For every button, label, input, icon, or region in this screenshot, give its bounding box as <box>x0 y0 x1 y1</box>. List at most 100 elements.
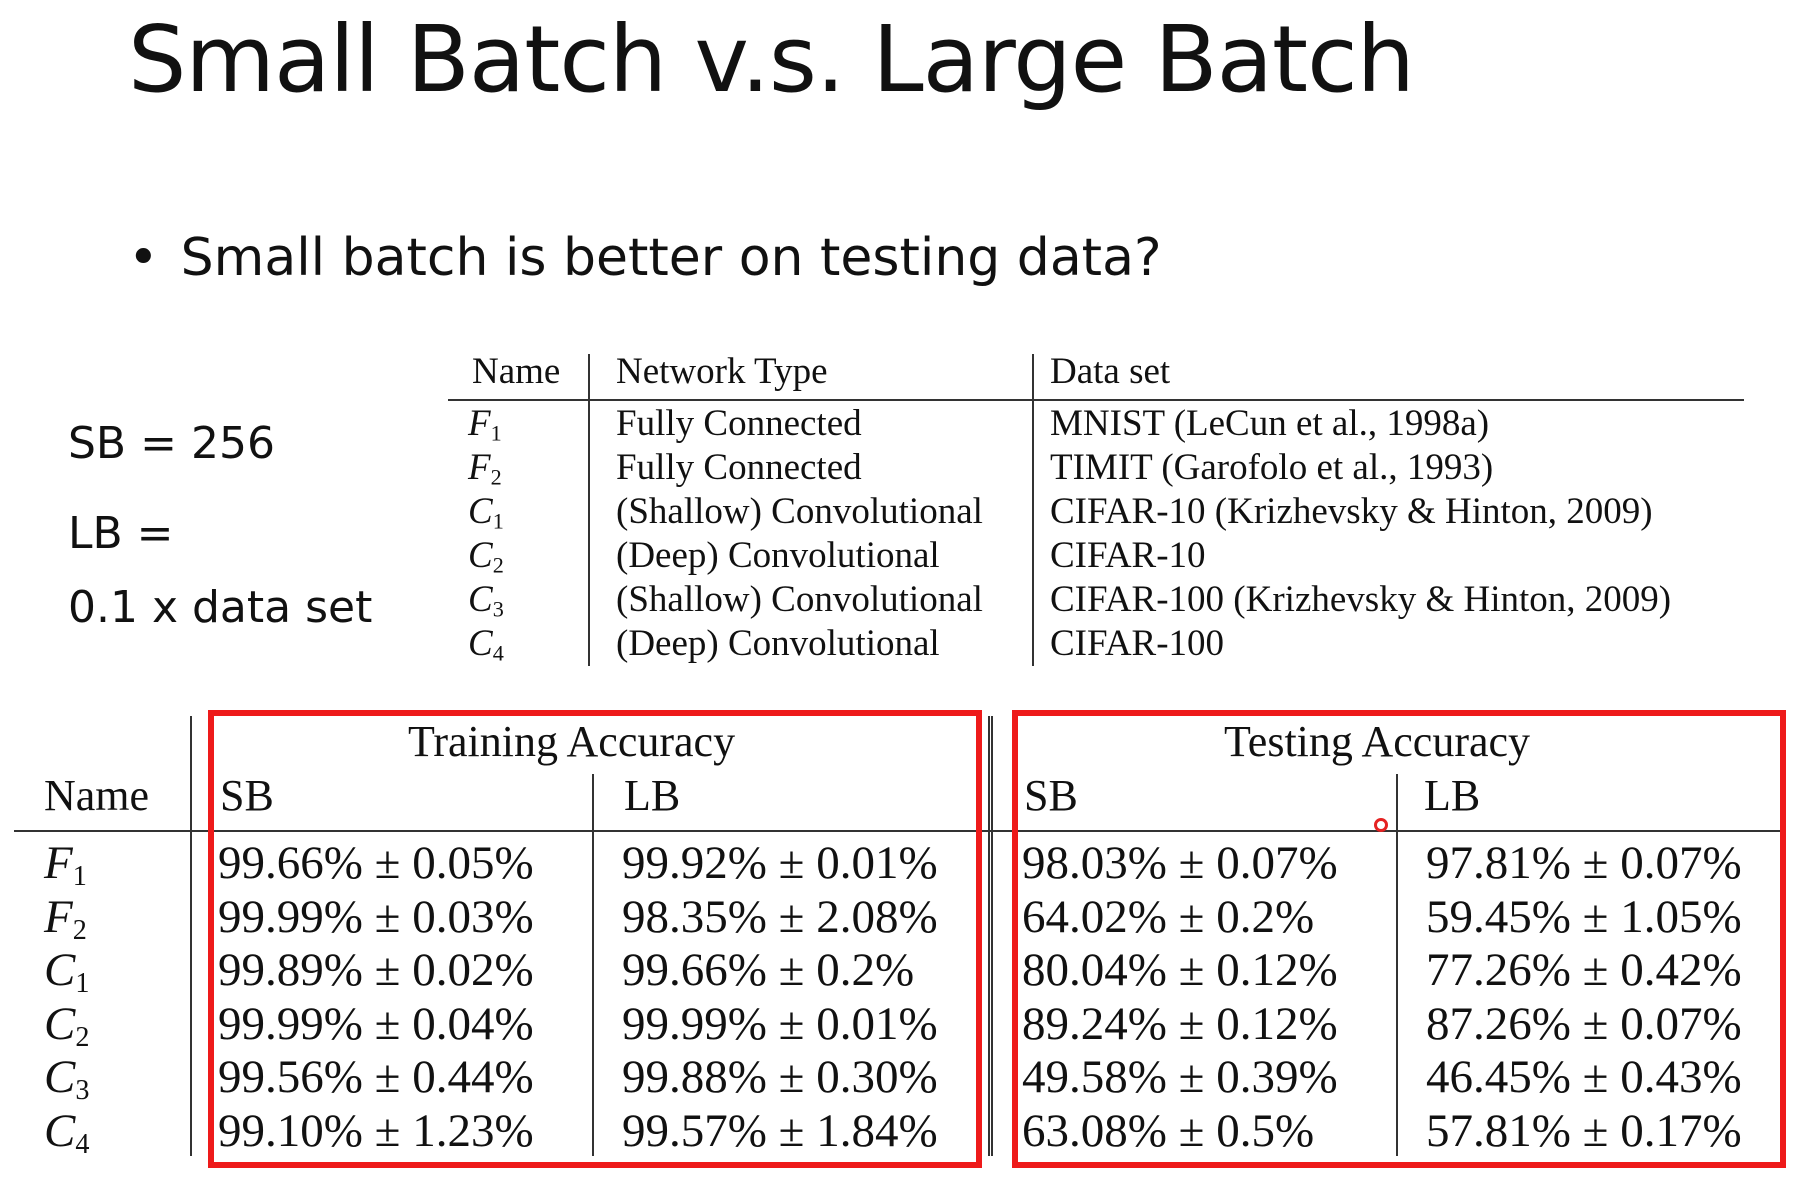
network-name-subscript: 2 <box>490 464 502 490</box>
slide-title: Small Batch v.s. Large Batch <box>128 6 1415 113</box>
sb-definition: SB = 256 <box>68 418 275 469</box>
network-name: C2 <box>468 534 504 579</box>
network-name: F2 <box>468 446 502 491</box>
train-lb-header: LB <box>624 771 681 820</box>
training-accuracy-header: Training Accuracy <box>408 717 736 766</box>
test-sb-value: 89.24% ± 0.12% <box>1022 997 1338 1050</box>
row-name-letter: C <box>44 997 76 1050</box>
row-name-subscript: 1 <box>72 861 87 893</box>
train-lb-value: 99.88% ± 0.30% <box>622 1051 938 1103</box>
network-dataset: MNIST (LeCun et al., 1998a) <box>1050 403 1490 444</box>
test-sb-value: 49.58% ± 0.39% <box>1022 1051 1338 1103</box>
network-name-subscript: 1 <box>492 508 504 534</box>
network-name: F1 <box>468 402 502 447</box>
network-type: (Deep) Convolutional <box>616 623 940 664</box>
column-divider <box>1032 354 1034 666</box>
network-table-row: C1 (Shallow) Convolutional CIFAR-10 (Krizh… <box>448 490 1748 534</box>
train-sb-value: 99.10% ± 1.23% <box>218 1104 534 1157</box>
train-lb-value: 99.92% ± 0.01% <box>622 837 938 889</box>
train-sb-header: SB <box>220 771 274 820</box>
accuracy-table-row: C4 99.10% ± 1.23% 99.57% ± 1.84% 63.08% ± 0… <box>14 1104 1794 1161</box>
test-lb-header: LB <box>1424 771 1481 820</box>
row-name: C3 <box>44 1050 89 1107</box>
train-sb-value: 99.99% ± 0.04% <box>218 997 534 1050</box>
network-dataset: CIFAR-100 (Krizhevsky & Hinton, 2009) <box>1050 579 1672 620</box>
lb-definition-line2: 0.1 x data set <box>68 582 373 633</box>
network-type: (Shallow) Convolutional <box>616 579 983 620</box>
train-lb-value: 99.99% ± 0.01% <box>622 997 938 1050</box>
accuracy-table-row: C3 99.56% ± 0.44% 99.88% ± 0.30% 49.58% ± 0… <box>14 1050 1794 1107</box>
network-table-header: Name Network Type Data set <box>448 350 1748 394</box>
training-highlight-box <box>208 710 982 1168</box>
test-lb-value: 77.26% ± 0.42% <box>1426 944 1742 996</box>
network-name-letter: F <box>468 447 491 488</box>
train-sb-value: 99.66% ± 0.05% <box>218 837 534 889</box>
train-lb-value: 98.35% ± 2.08% <box>622 890 938 943</box>
network-name: C1 <box>468 490 504 535</box>
train-sb-value: 99.89% ± 0.02% <box>218 944 534 996</box>
header-rule <box>448 399 1744 401</box>
row-name-subscript: 2 <box>72 914 87 946</box>
row-name: F1 <box>44 836 87 893</box>
test-sb-value: 63.08% ± 0.5% <box>1022 1104 1315 1157</box>
row-name-letter: C <box>44 1051 76 1103</box>
row-name-letter: F <box>44 837 73 889</box>
train-sb-value: 99.99% ± 0.03% <box>218 890 534 943</box>
row-name: C2 <box>44 997 89 1054</box>
column-divider <box>592 774 594 1156</box>
network-name-letter: C <box>468 623 493 664</box>
header-rule <box>14 830 1784 832</box>
bullet-text: Small batch is better on testing data? <box>180 228 1162 288</box>
row-name-letter: C <box>44 1104 76 1157</box>
network-table-row: C4 (Deep) Convolutional CIFAR-100 <box>448 622 1748 666</box>
network-dataset: TIMIT (Garofolo et al., 1993) <box>1050 447 1494 488</box>
column-divider <box>588 354 590 666</box>
row-name: C1 <box>44 943 89 1000</box>
network-dataset: CIFAR-100 <box>1050 623 1225 664</box>
accuracy-table-row: C2 99.99% ± 0.04% 99.99% ± 0.01% 89.24% ± 0… <box>14 997 1794 1054</box>
network-name-subscript: 4 <box>492 640 504 666</box>
test-sb-value: 80.04% ± 0.12% <box>1022 944 1338 996</box>
network-name-subscript: 1 <box>490 420 502 446</box>
row-name-subscript: 3 <box>75 1075 90 1107</box>
row-name-subscript: 4 <box>75 1128 90 1160</box>
accuracy-table-row: F2 99.99% ± 0.03% 98.35% ± 2.08% 64.02% ± 0… <box>14 890 1794 947</box>
row-name: C4 <box>44 1104 89 1161</box>
network-table: Name Network Type Data set F1 Fully Conne… <box>448 350 1748 670</box>
test-lb-value: 57.81% ± 0.17% <box>1426 1104 1742 1157</box>
network-type: (Shallow) Convolutional <box>616 491 983 532</box>
test-lb-value: 97.81% ± 0.07% <box>1426 837 1742 889</box>
network-name: C3 <box>468 578 504 623</box>
lb-definition-line1: LB = <box>68 508 174 559</box>
row-name-subscript: 1 <box>75 968 90 1000</box>
row-name-subscript: 2 <box>75 1021 90 1053</box>
network-name: C4 <box>468 622 504 667</box>
header-name: Name <box>472 351 561 392</box>
network-name-letter: C <box>468 491 493 532</box>
network-name-letter: C <box>468 579 493 620</box>
network-dataset: CIFAR-10 (Krizhevsky & Hinton, 2009) <box>1050 491 1653 532</box>
column-divider <box>1396 774 1398 1156</box>
network-table-row: F1 Fully Connected MNIST (LeCun et al., 19… <box>448 402 1748 446</box>
row-name: F2 <box>44 890 87 947</box>
column-divider <box>991 716 993 1156</box>
network-dataset: CIFAR-10 <box>1050 535 1206 576</box>
row-name-letter: C <box>44 944 76 996</box>
test-sb-value: 64.02% ± 0.2% <box>1022 890 1315 943</box>
network-name-letter: F <box>468 403 491 444</box>
column-divider <box>190 716 192 1156</box>
cursor-indicator <box>1374 818 1388 832</box>
train-sb-value: 99.56% ± 0.44% <box>218 1051 534 1103</box>
test-sb-header: SB <box>1024 771 1078 820</box>
bullet-point: • Small batch is better on testing data? <box>128 228 1162 288</box>
accuracy-table-row: F1 99.66% ± 0.05% 99.92% ± 0.01% 98.03% ± 0… <box>14 836 1794 893</box>
test-lb-value: 46.45% ± 0.43% <box>1426 1051 1742 1103</box>
testing-accuracy-header: Testing Accuracy <box>1224 717 1531 766</box>
test-lb-value: 59.45% ± 1.05% <box>1426 890 1742 943</box>
accuracy-table-row: C1 99.89% ± 0.02% 99.66% ± 0.2% 80.04% ± 0.… <box>14 943 1794 1000</box>
network-table-row: F2 Fully Connected TIMIT (Garofolo et al.,… <box>448 446 1748 490</box>
header-network-type: Network Type <box>616 351 828 392</box>
accuracy-table: Training Accuracy Testing Accuracy Name … <box>14 710 1794 1176</box>
header-data-set: Data set <box>1050 351 1171 392</box>
test-sb-value: 98.03% ± 0.07% <box>1022 837 1338 889</box>
